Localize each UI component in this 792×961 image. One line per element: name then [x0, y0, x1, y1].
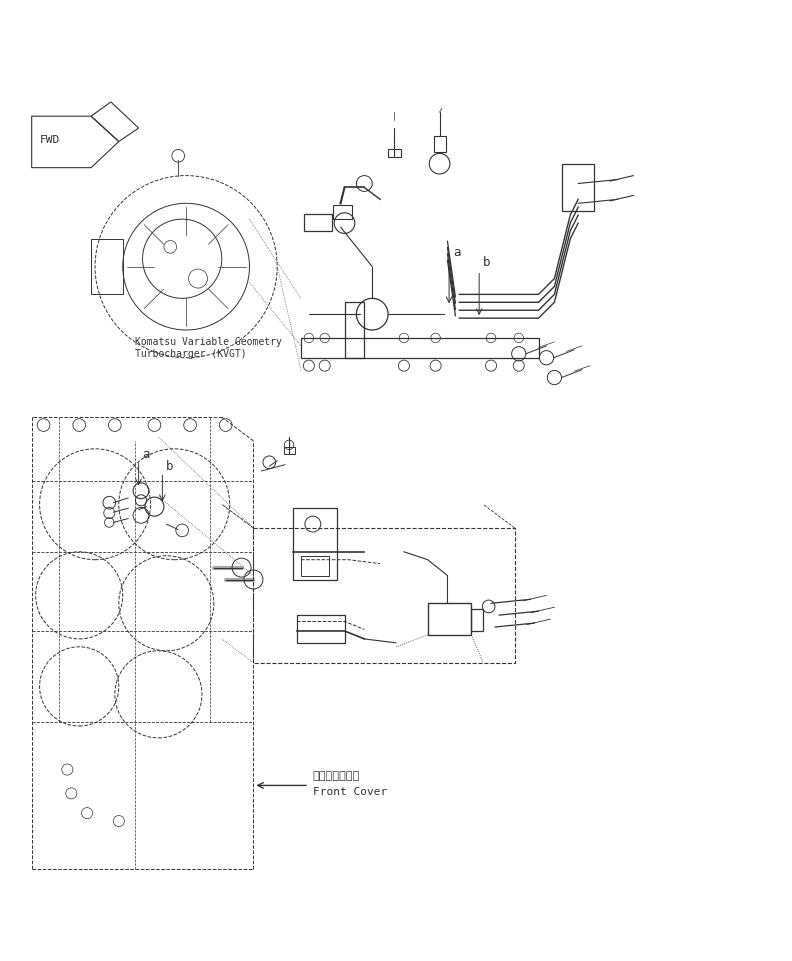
- Text: フロントカバー: フロントカバー: [313, 771, 360, 781]
- Text: a: a: [453, 246, 460, 259]
- Bar: [333, 205, 352, 219]
- Bar: [471, 609, 483, 631]
- Text: a: a: [143, 448, 150, 461]
- Bar: [345, 303, 364, 357]
- Bar: [301, 338, 539, 357]
- Text: b: b: [483, 257, 490, 269]
- Bar: [284, 447, 295, 454]
- Bar: [434, 136, 446, 152]
- Bar: [562, 163, 594, 211]
- Text: Turbocharger (KVGT): Turbocharger (KVGT): [135, 349, 246, 358]
- Text: FWD: FWD: [40, 135, 60, 145]
- Text: Komatsu Variable Geometry: Komatsu Variable Geometry: [135, 337, 281, 347]
- Bar: [293, 508, 337, 579]
- Bar: [91, 239, 123, 294]
- Bar: [297, 615, 345, 643]
- Text: b: b: [166, 459, 173, 473]
- Bar: [301, 555, 329, 576]
- Bar: [388, 150, 401, 158]
- Bar: [428, 604, 471, 635]
- Text: Front Cover: Front Cover: [313, 787, 387, 797]
- Bar: [304, 213, 332, 231]
